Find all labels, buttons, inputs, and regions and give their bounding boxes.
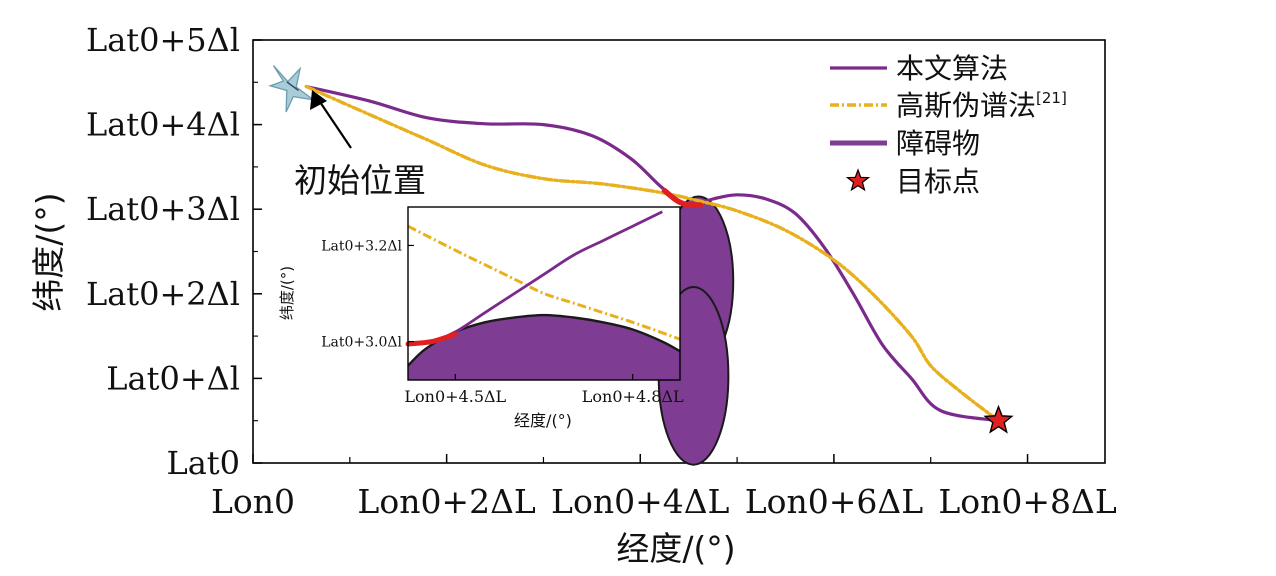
- x-axis-title: 经度/(°): [616, 529, 735, 568]
- y-tick-label-2: Lat0+2Δl: [86, 275, 240, 313]
- y-tick-label-1: Lat0+Δl: [106, 359, 240, 397]
- legend-label-0: 本文算法: [896, 52, 1008, 85]
- x-tick-label-4: Lon0+8ΔL: [938, 482, 1117, 521]
- aircraft-icon: [268, 65, 314, 113]
- inset-line-gauss: [407, 224, 681, 341]
- aircraft-detail: [286, 81, 299, 92]
- x-tick-label-1: Lon0+2ΔL: [357, 482, 536, 521]
- main-plot: Lon0 Lon0+2ΔL Lon0+4ΔL Lon0+6ΔL Lon0+8ΔL Lat0…: [29, 21, 1117, 568]
- y-tick-label-0: Lat0: [166, 444, 240, 482]
- inset-frame: [407, 206, 681, 381]
- target-star: [983, 404, 1014, 434]
- inset-obstacle: [408, 315, 680, 380]
- legend-label-3: 目标点: [896, 165, 980, 198]
- inset-x-axis-title: 经度/(°): [514, 411, 572, 430]
- x-tick-label-0: Lon0: [211, 482, 295, 521]
- y-tick-label-5: Lat0+5Δl: [86, 21, 240, 59]
- y-axis-title: 纬度/(°): [29, 192, 68, 311]
- inset-x-tick-label-0: Lon0+4.5ΔL: [404, 387, 506, 406]
- y-tick-label-4: Lat0+4Δl: [86, 106, 240, 144]
- inset-plot: Lat0+3.0Δl Lat0+3.2Δl Lon0+4.5ΔL Lon0+4.8ΔL…: [278, 206, 684, 430]
- series-line-gauss: [304, 84, 1001, 423]
- inset-x-tick-label-1: Lon0+4.8ΔL: [582, 387, 684, 406]
- legend-swatch-target: [845, 168, 871, 192]
- series-line-collision: [661, 187, 704, 209]
- y-tick-label-3: Lat0+3Δl: [86, 190, 240, 228]
- inset-line-collision: [405, 331, 458, 347]
- x-tick-label-2: Lon0+4ΔL: [551, 482, 730, 521]
- inset-y-tick-label-1: Lat0+3.2Δl: [321, 238, 402, 254]
- aircraft-body: [268, 65, 314, 113]
- x-tick-label-3: Lon0+6ΔL: [745, 482, 924, 521]
- inset-y-axis-title: 纬度/(°): [278, 266, 296, 320]
- inset-y-tick-label-0: Lat0+3.0Δl: [321, 335, 402, 351]
- start-label: 初始位置: [294, 161, 426, 200]
- legend-citation: [21]: [1036, 89, 1067, 107]
- legend-label-1: 高斯伪谱法[21]: [896, 89, 1067, 122]
- start-arrow-line: [317, 98, 352, 149]
- legend-label-2: 障碍物: [896, 127, 980, 160]
- start-arrow-head: [310, 90, 327, 110]
